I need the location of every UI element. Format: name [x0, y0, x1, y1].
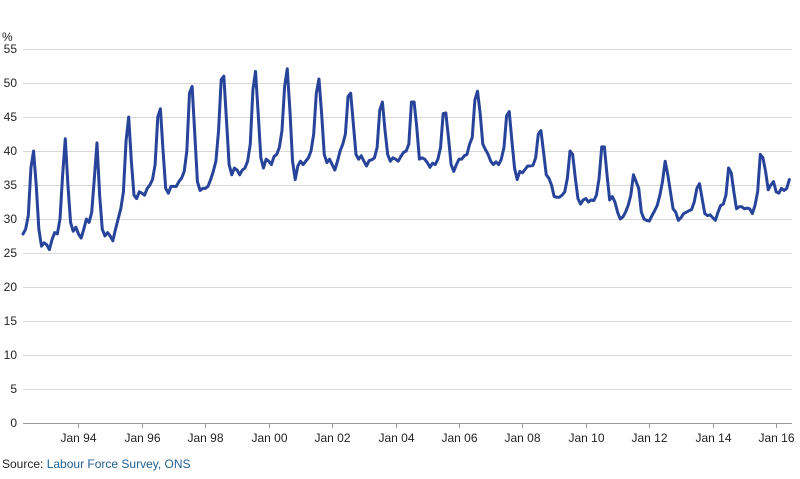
y-axis-unit-label: %	[2, 30, 13, 44]
y-tick-label: 45	[4, 110, 18, 124]
y-tick-label: 15	[4, 314, 18, 328]
x-tick-label: Jan 14	[695, 431, 731, 445]
series-layer	[21, 67, 791, 252]
x-tick-label: Jan 04	[378, 431, 414, 445]
y-tick-label: 20	[4, 280, 18, 294]
source-prefix: Source:	[2, 457, 47, 471]
y-tick-label: 0	[10, 416, 17, 430]
y-tick-label: 10	[4, 348, 18, 362]
y-tick-label: 55	[4, 42, 18, 56]
y-tick-label: 30	[4, 212, 18, 226]
x-tick-label: Jan 94	[60, 431, 96, 445]
y-tick-label: 25	[4, 246, 18, 260]
y-tick-label: 35	[4, 178, 18, 192]
x-tick-label: Jan 16	[758, 431, 794, 445]
x-tick-label: Jan 98	[187, 431, 223, 445]
source-note: Source: Labour Force Survey, ONS	[2, 457, 191, 471]
series-line-0	[21, 67, 791, 252]
x-tick-label: Jan 00	[251, 431, 287, 445]
x-tick-label: Jan 96	[124, 431, 160, 445]
y-tick-label: 5	[10, 382, 17, 396]
x-tick-label: Jan 06	[441, 431, 477, 445]
x-tick-label: Jan 02	[314, 431, 350, 445]
y-tick-label: 40	[4, 144, 18, 158]
axes: 0 5 10 15 20 25 30 35 40 45 50 55 Jan 94 Jan 96 Jan 98…	[4, 42, 795, 445]
x-tick-label: Jan 12	[631, 431, 667, 445]
source-link[interactable]: Labour Force Survey, ONS	[46, 457, 191, 471]
x-tick-label: Jan 08	[504, 431, 540, 445]
y-tick-label: 50	[4, 76, 18, 90]
x-tick-label: Jan 10	[568, 431, 604, 445]
